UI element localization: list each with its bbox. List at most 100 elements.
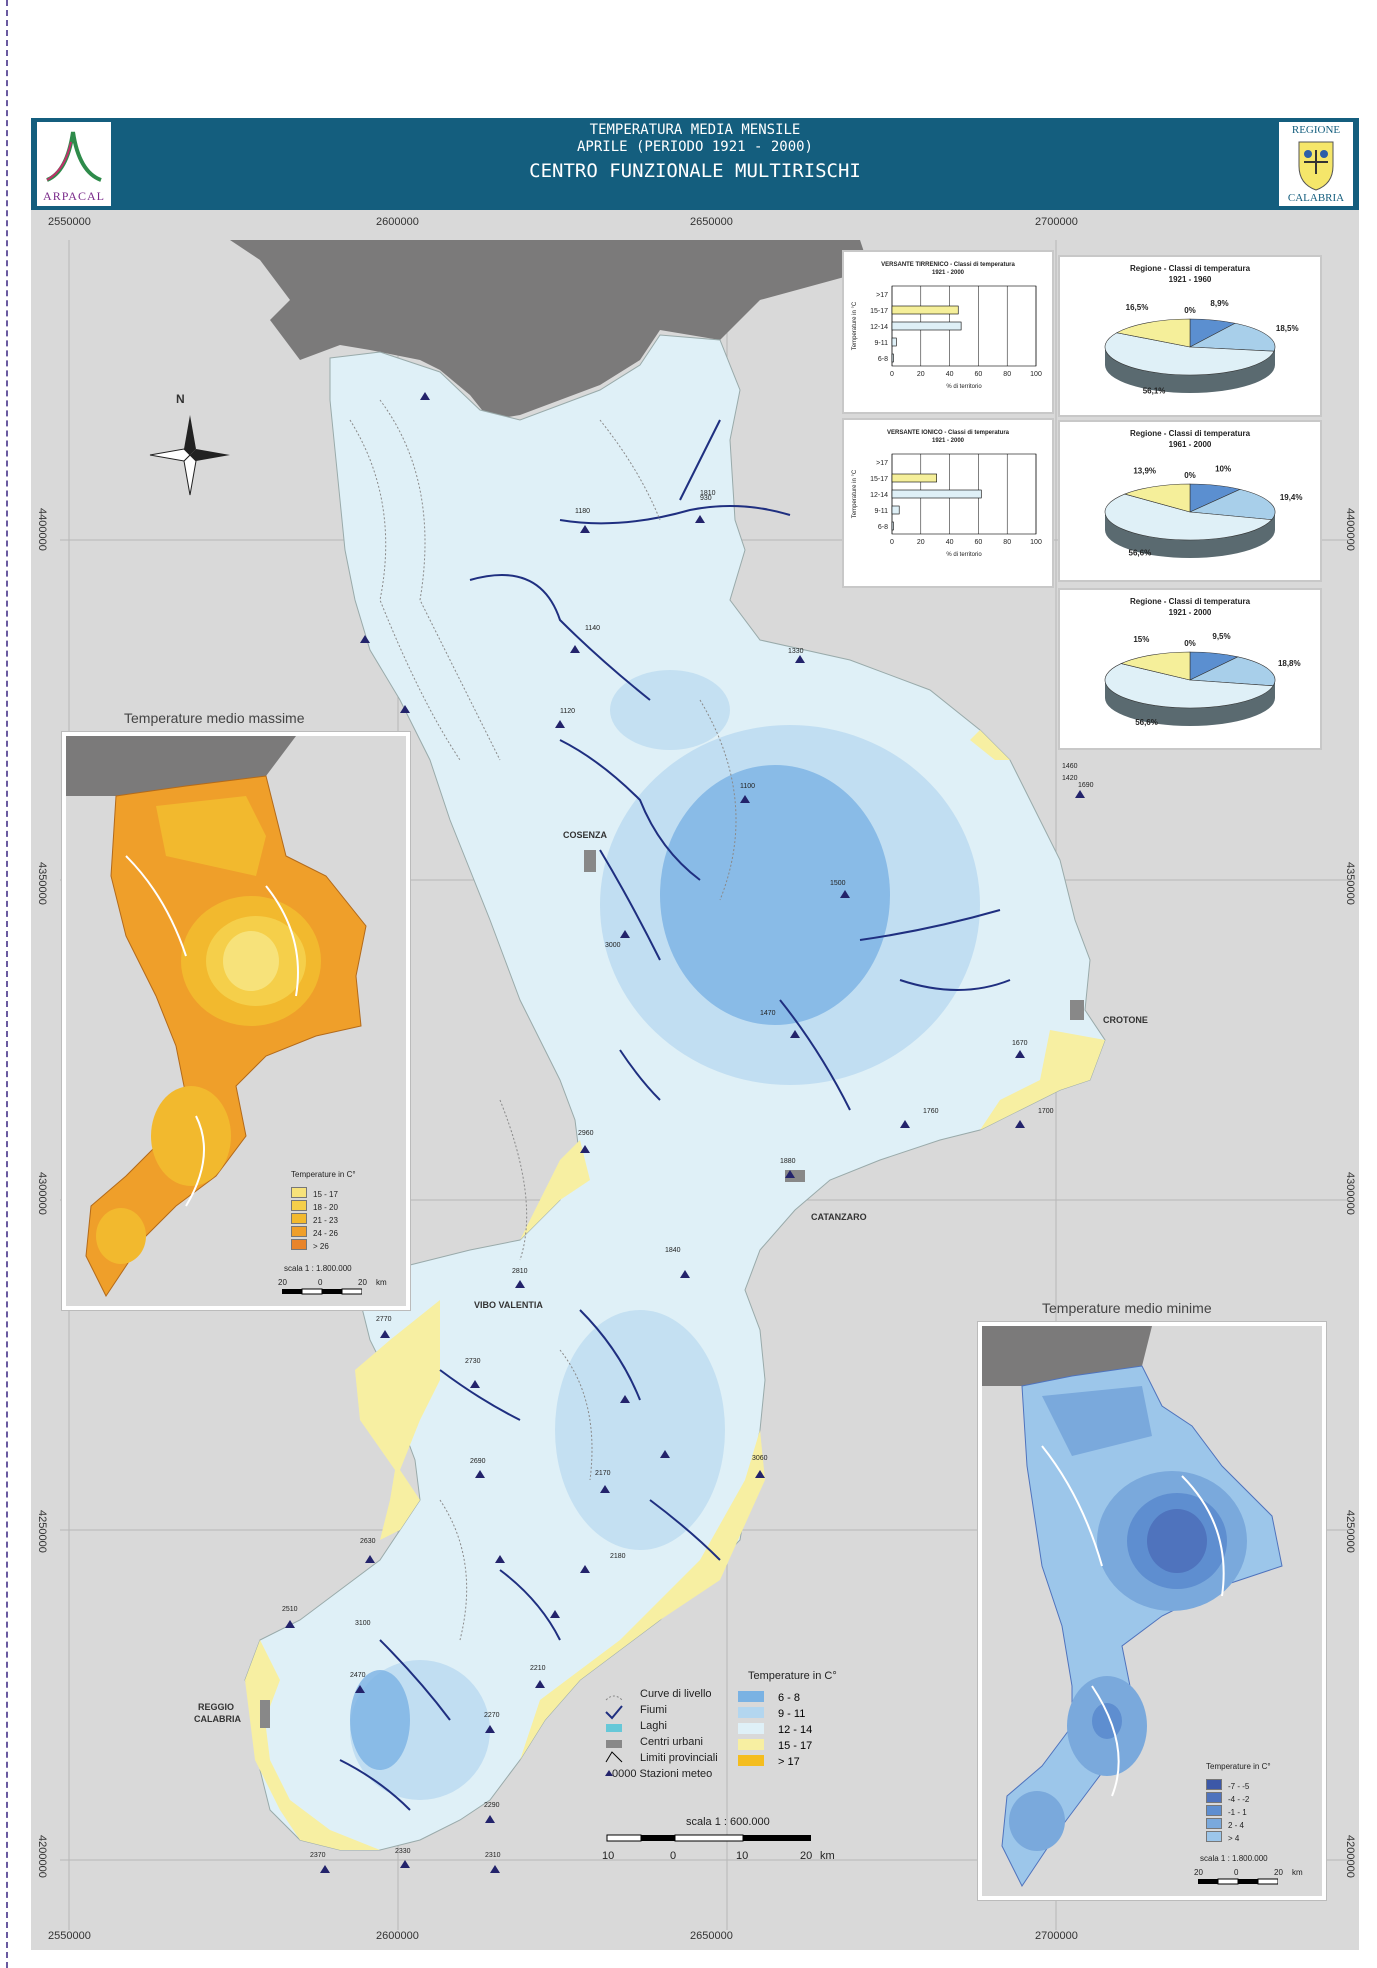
station-label: 1330 — [788, 648, 804, 655]
main-scale-tick: 10 — [736, 1850, 749, 1862]
pie-chart-title: Regione - Classi di temperatura — [1130, 429, 1251, 438]
legend-row: 15 - 17 — [291, 1184, 338, 1202]
pie-chart-slice — [1104, 332, 1275, 376]
legend-row: 2 - 4 — [1206, 1815, 1244, 1833]
legend-temp-swatch — [738, 1755, 764, 1767]
pie-chart-slice — [1188, 489, 1276, 521]
legend-row: > 26 — [291, 1236, 329, 1254]
station-label: 1690 — [1078, 782, 1094, 789]
bar-chart-x-tick: 0 — [890, 539, 894, 546]
temp-zone-15-17 — [245, 1640, 380, 1850]
place-cosenza: COSENZA — [563, 830, 608, 840]
north-label: N — [176, 392, 185, 406]
station-label: 1840 — [665, 1247, 681, 1254]
inset-max-scale: scala 1 : 1.800.000 — [284, 1264, 352, 1273]
legend-temp-title: Temperature in C° — [748, 1670, 837, 1682]
legend-label: -4 - -2 — [1228, 1795, 1250, 1804]
inset-max-legend-title: Temperature in C° — [291, 1170, 356, 1179]
legend-rivers: Fiumi — [640, 1704, 667, 1716]
station-label: 1880 — [780, 1158, 796, 1165]
legend-row: -7 - -5 — [1206, 1776, 1249, 1794]
inset-min-scale-tick: 20 — [1274, 1868, 1283, 1877]
station-label: 2370 — [310, 1852, 326, 1859]
rivers — [339, 419, 1011, 1811]
legend-label: 21 - 23 — [313, 1216, 338, 1225]
legend-swatch — [291, 1239, 307, 1251]
x-coord-top: 2700000 — [1035, 216, 1078, 228]
temp-zone-6-8 — [350, 1670, 410, 1770]
legend-label: 15 - 17 — [313, 1190, 338, 1199]
legend-temp-row: 9 - 11 — [738, 1704, 805, 1722]
legend-swatch — [1206, 1831, 1222, 1843]
bar-chart-y-tick: 9-11 — [875, 508, 889, 515]
main-scale-bar — [606, 1834, 811, 1842]
legend-urban: Centri urbani — [640, 1736, 703, 1748]
legend-swatch — [291, 1200, 307, 1212]
legend-temp-swatch — [738, 1691, 764, 1703]
station-label: 2510 — [282, 1606, 298, 1613]
inset-min-title: Temperature medio minime — [1042, 1300, 1212, 1316]
station-label: 2330 — [395, 1848, 411, 1855]
pie-chart-label: 18,8% — [1278, 659, 1301, 668]
bar-chart-x-tick: 100 — [1030, 371, 1042, 378]
legend-temp-row: 15 - 17 — [738, 1736, 812, 1754]
pie-chart-label: 13,9% — [1133, 466, 1156, 475]
inset-max-scale-tick: 20 — [278, 1278, 287, 1287]
bar-chart-bar — [891, 521, 894, 531]
map-title: TEMPERATURA MEDIA MENSILE — [589, 122, 801, 138]
station-label: 1470 — [760, 1010, 776, 1017]
pie-chart-subtitle: 1921 - 1960 — [1169, 275, 1212, 284]
inset-min-svg — [982, 1326, 1283, 1887]
station-label: 2630 — [360, 1538, 376, 1545]
bar-chart-subtitle: 1921 - 2000 — [932, 438, 965, 444]
pie-chart-depth — [1105, 347, 1275, 393]
pie-chart-title: Regione - Classi di temperatura — [1130, 597, 1251, 606]
north-arrow-icon — [149, 415, 230, 496]
pie-chart-slice — [1104, 493, 1273, 541]
station-label: 2180 — [610, 1553, 626, 1560]
station-label: 2290 — [484, 1802, 500, 1809]
legend-row: -1 - 1 — [1206, 1802, 1247, 1820]
arpacal-logo-mark — [46, 131, 102, 182]
pie-panel-1961-2000: Regione - Classi di temperatura 1961 - 20… — [1058, 420, 1322, 582]
pie-chart-label: 8,9% — [1210, 299, 1228, 308]
station-label: 2310 — [485, 1852, 501, 1859]
pie-chart-label: 56,6% — [1129, 549, 1152, 558]
urban-centres — [260, 850, 1084, 1728]
bar-chart-x-tick: 80 — [1003, 539, 1011, 546]
pie-chart-label: 16,5% — [1126, 303, 1149, 312]
inset-max-scale-unit: km — [376, 1278, 387, 1287]
regione-calabria-logo: REGIONE CALABRIA — [1279, 122, 1353, 206]
pie-chart-label: 9,5% — [1212, 632, 1230, 641]
station-label: 3100 — [355, 1620, 371, 1627]
pie-chart-depth — [1105, 512, 1275, 558]
inset-min-legend-title: Temperature in C° — [1206, 1762, 1271, 1771]
bar-chart-y-tick: >17 — [876, 460, 888, 467]
pie-chart-label: 15% — [1133, 635, 1149, 644]
bar-chart-x-label: % di territorio — [946, 552, 982, 558]
inset-min-map: Temperature in C° -7 - -5 -4 - -2 -1 - 1 2 … — [978, 1322, 1326, 1900]
x-coord-bottom: 2600000 — [376, 1930, 419, 1942]
inset-min-scale-tick: 0 — [1234, 1868, 1239, 1877]
pie-chart-label: 10% — [1215, 464, 1231, 473]
x-coord-top: 2600000 — [376, 216, 419, 228]
bar-chart-y-tick: >17 — [876, 292, 888, 299]
station-label: 1500 — [830, 880, 846, 887]
title-banner: ARPACAL TEMPERATURA MEDIA MENSILE APRILE… — [31, 118, 1359, 210]
pie-chart-1961-2000: Regione - Classi di temperatura 1961 - 20… — [1104, 429, 1303, 558]
station-label: 2730 — [465, 1358, 481, 1365]
place-catanzaro: CATANZARO — [811, 1212, 867, 1222]
bar-chart-x-tick: 100 — [1030, 539, 1042, 546]
bar-chart-x-tick: 60 — [975, 539, 983, 546]
station-label: 3000 — [605, 942, 621, 949]
legend-swatch — [1206, 1792, 1222, 1804]
pie-panel-1921-1960: Regione - Classi di temperatura 1921 - 19… — [1058, 255, 1322, 417]
legend-symbols — [605, 1695, 623, 1776]
temp-zone-6-8 — [660, 765, 890, 1025]
bar-chart-bar — [891, 505, 900, 515]
legend-label: 18 - 20 — [313, 1203, 338, 1212]
bar-chart-x-tick: 80 — [1003, 371, 1011, 378]
x-coord-bottom: 2650000 — [690, 1930, 733, 1942]
temp-zone-9-11 — [555, 1310, 725, 1550]
